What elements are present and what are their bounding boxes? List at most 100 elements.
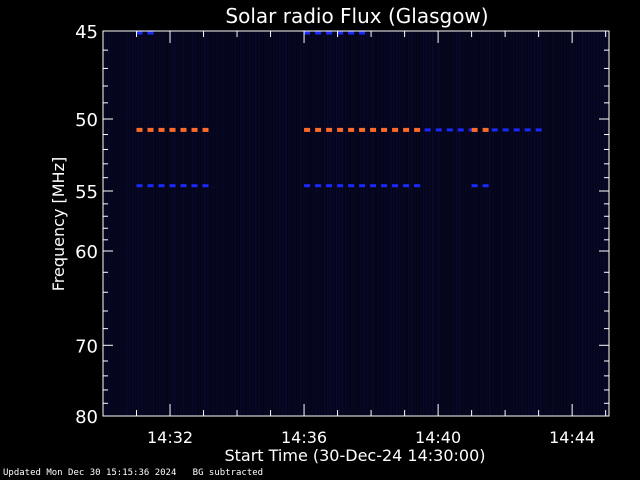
noise-streak [351, 32, 353, 415]
noise-streak [315, 32, 317, 415]
noise-streak [126, 32, 128, 415]
y-tick-label: 50 [75, 110, 98, 131]
noise-streak [186, 32, 188, 415]
plot-frame [102, 30, 610, 417]
noise-streak [114, 32, 116, 415]
band-dash-45.1mhz [359, 31, 366, 35]
noise-streak [372, 32, 374, 415]
noise-streak [321, 32, 323, 415]
noise-streak [342, 32, 344, 415]
noise-streak [546, 32, 548, 415]
noise-streak [378, 32, 380, 415]
noise-streak [360, 32, 362, 415]
noise-streak [264, 32, 266, 415]
noise-streak [564, 32, 566, 415]
noise-streak [267, 32, 269, 415]
band-dash-50.7mhz [524, 128, 531, 132]
noise-streak [333, 32, 335, 415]
noise-streak [234, 32, 236, 415]
y-tick-label: 60 [75, 242, 98, 263]
noise-streak [549, 32, 551, 415]
noise-streak [579, 32, 581, 415]
noise-streak [468, 32, 470, 415]
noise-streak [480, 32, 482, 415]
band-dash-50.7mhz [359, 127, 366, 132]
noise-streak [510, 32, 512, 415]
plot-area [103, 31, 609, 416]
noise-streak [147, 32, 149, 415]
noise-streak [138, 32, 140, 415]
noise-streak [231, 32, 233, 415]
noise-streak [525, 32, 527, 415]
noise-streak [258, 32, 260, 415]
noise-streak [228, 32, 230, 415]
noise-streak [522, 32, 524, 415]
band-dash-50.7mhz [513, 128, 520, 132]
update-timestamp: Updated Mon Dec 30 15:15:36 2024 [3, 468, 177, 478]
noise-streak [144, 32, 146, 415]
noise-streak [276, 32, 278, 415]
noise-streak [327, 32, 329, 415]
band-dash-54.6mhz [315, 184, 322, 188]
noise-streak [528, 32, 530, 415]
noise-streak [339, 32, 341, 415]
noise-streak [165, 32, 167, 415]
noise-streak [207, 32, 209, 415]
noise-streak [408, 32, 410, 415]
noise-streak [519, 32, 521, 415]
noise-streak [291, 32, 293, 415]
noise-streak [198, 32, 200, 415]
noise-streak [390, 32, 392, 415]
band-dash-54.6mhz [304, 184, 311, 188]
band-dash-54.6mhz [370, 184, 377, 188]
band-dash-54.6mhz [414, 184, 421, 188]
band-dash-50.7mhz [337, 127, 344, 132]
band-dash-50.7mhz [414, 127, 421, 132]
noise-streak [561, 32, 563, 415]
noise-streak [159, 32, 161, 415]
band-dash-54.6mhz [381, 184, 388, 188]
noise-streak [309, 32, 311, 415]
noise-streak [324, 32, 326, 415]
noise-streak [429, 32, 431, 415]
noise-streak [489, 32, 491, 415]
noise-streak [183, 32, 185, 415]
noise-streak [585, 32, 587, 415]
noise-streak [411, 32, 413, 415]
noise-streak [426, 32, 428, 415]
noise-streak [153, 32, 155, 415]
band-dash-54.6mhz [337, 184, 344, 188]
band-dash-50.7mhz [326, 127, 333, 132]
noise-streak [330, 32, 332, 415]
noise-streak [135, 32, 137, 415]
band-dash-45.1mhz [326, 31, 333, 35]
noise-streak [381, 32, 383, 415]
band-dash-50.7mhz [180, 127, 187, 132]
y-tick-label: 45 [75, 22, 98, 43]
band-dash-50.7mhz [491, 128, 498, 132]
noise-streak [255, 32, 257, 415]
noise-streak [219, 32, 221, 415]
noise-streak [537, 32, 539, 415]
noise-streak [222, 32, 224, 415]
band-dash-50.7mhz [403, 127, 410, 132]
noise-streak [573, 32, 575, 415]
band-dash-54.6mhz [136, 184, 143, 188]
noise-streak [597, 32, 599, 415]
band-dash-50.7mhz [381, 127, 388, 132]
noise-streak [180, 32, 182, 415]
noise-streak [120, 32, 122, 415]
noise-streak [450, 32, 452, 415]
noise-streak [348, 32, 350, 415]
band-dash-54.6mhz [180, 184, 187, 188]
noise-streak [204, 32, 206, 415]
band-dash-50.7mhz [315, 127, 322, 132]
band-dash-45.1mhz [337, 31, 344, 35]
noise-streak [570, 32, 572, 415]
noise-streak [531, 32, 533, 415]
noise-streak [501, 32, 503, 415]
footer: Updated Mon Dec 30 15:15:36 2024 BG subt… [3, 468, 263, 478]
noise-streak [444, 32, 446, 415]
noise-streak [216, 32, 218, 415]
